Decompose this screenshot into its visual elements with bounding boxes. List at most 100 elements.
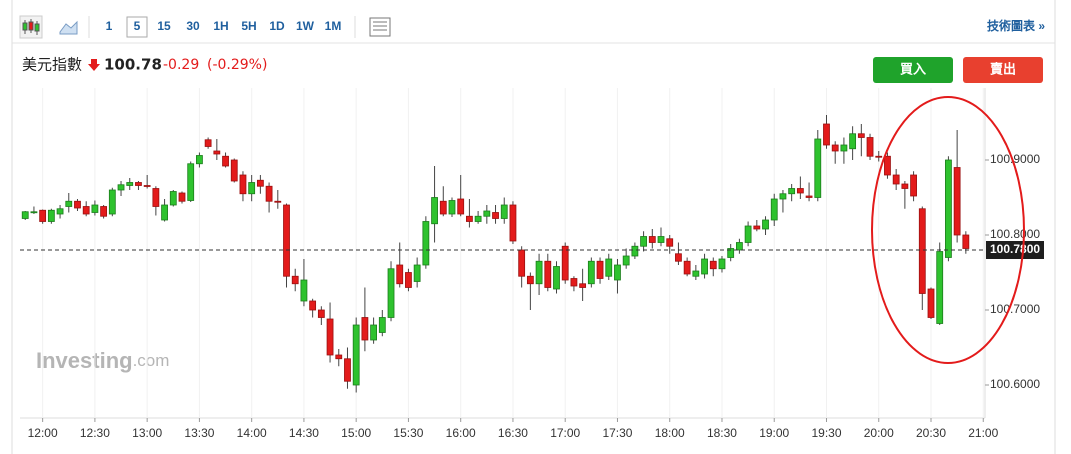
x-tick-label: 20:00: [864, 426, 894, 440]
candle-body: [230, 159, 238, 182]
candle-body: [161, 204, 168, 221]
candle-body: [178, 192, 186, 202]
candle-body: [265, 185, 273, 202]
watermark-brand: Investing: [36, 348, 133, 373]
x-tick-label: 16:00: [446, 426, 476, 440]
candle-body: [387, 268, 395, 318]
candle-body: [526, 275, 534, 285]
candle-body: [457, 198, 465, 215]
candle-body: [535, 260, 543, 285]
selected-interval-box[interactable]: [126, 16, 148, 38]
candle-body: [326, 318, 334, 356]
candle-body: [152, 188, 160, 207]
candle-body: [910, 174, 917, 197]
candle-body: [492, 212, 499, 219]
candle-body: [483, 210, 491, 217]
technical-chart-link[interactable]: 技術圖表 »: [987, 18, 1045, 33]
down-arrow: [88, 59, 100, 71]
candle-body: [857, 133, 865, 138]
buy-label[interactable]: 買入: [900, 63, 926, 78]
candle-body: [187, 163, 195, 201]
y-tick-label: 100.7000: [990, 302, 1040, 316]
last-price-label: 100.7800: [990, 242, 1040, 256]
candle-body: [727, 248, 735, 258]
x-tick-label: 12:30: [80, 426, 110, 440]
x-tick-label: 17:30: [602, 426, 632, 440]
candle-body: [274, 200, 282, 203]
candle-body: [701, 258, 708, 275]
interval-option[interactable]: 1H: [213, 19, 228, 33]
interval-option[interactable]: 1D: [269, 19, 285, 33]
candle-body: [553, 266, 560, 290]
change-percent: (-0.29%): [207, 57, 267, 73]
candle-body: [901, 183, 909, 189]
plot: 100.6000 100.7000 100.8000 100.9000 12:00 12:…: [20, 88, 1044, 440]
candle-body: [413, 264, 421, 282]
candle-body: [718, 258, 726, 270]
candle-body: [762, 219, 769, 230]
interval-option[interactable]: 30: [186, 19, 200, 33]
candle-body: [927, 288, 935, 318]
candle-body: [352, 324, 360, 386]
interval-option[interactable]: 5: [134, 19, 141, 33]
candle-body: [866, 137, 874, 157]
x-tick-label: 17:00: [550, 426, 580, 440]
candle-body: [587, 260, 595, 285]
candle-body: [962, 234, 970, 249]
candle-body: [309, 300, 317, 311]
candle-body: [631, 245, 639, 257]
interval-option[interactable]: 1M: [325, 19, 342, 33]
candle-body: [300, 279, 308, 302]
candle-body: [735, 242, 743, 251]
candle-body: [396, 264, 404, 285]
line-icon[interactable]: [59, 20, 78, 35]
buy-button[interactable]: [873, 57, 953, 83]
candle-body: [213, 150, 221, 155]
x-tick-label: 21:00: [968, 426, 998, 440]
last-price-box: [986, 241, 1044, 259]
watermark-suffix: .com: [133, 351, 170, 370]
candle-body: [126, 182, 134, 186]
candle-body: [666, 238, 674, 247]
sell-label[interactable]: 賣出: [990, 62, 1016, 78]
candle-body: [117, 184, 125, 191]
instrument-name: 美元指數: [22, 56, 82, 74]
candle-body: [239, 174, 247, 195]
candle-body: [788, 188, 796, 195]
candle-body: [622, 255, 630, 266]
candle-body: [56, 208, 64, 215]
candle-body: [770, 198, 778, 221]
x-tick-label: 20:30: [916, 426, 946, 440]
candle-body: [143, 185, 151, 187]
candle-body: [39, 209, 47, 222]
candle-body: [814, 138, 822, 198]
candle-icon[interactable]: [19, 15, 43, 39]
interval-option[interactable]: 1: [106, 19, 113, 33]
candle-body: [805, 195, 813, 198]
x-tick-label: 14:00: [237, 426, 267, 440]
candle-body: [248, 182, 256, 195]
candle-body: [291, 275, 299, 285]
candle-body: [47, 209, 55, 222]
sell-button[interactable]: [963, 57, 1043, 83]
candle-body: [169, 191, 177, 206]
x-tick-label: 19:00: [759, 426, 789, 440]
candle-body: [21, 211, 29, 219]
candle-body: [675, 253, 682, 262]
candle-body: [108, 189, 116, 215]
price: 100.78: [104, 56, 162, 74]
interval-option[interactable]: 5H: [241, 19, 256, 33]
candle-body: [222, 155, 229, 167]
interval-option[interactable]: 15: [157, 19, 171, 33]
y-tick-label: 100.8000: [990, 227, 1040, 241]
candle-body: [135, 182, 142, 186]
interval-option[interactable]: 1W: [296, 19, 315, 33]
x-tick-label: 12:00: [28, 426, 58, 440]
table-icon[interactable]: [369, 17, 391, 37]
candle-body: [204, 139, 212, 147]
x-tick-label: 15:00: [341, 426, 371, 440]
candle-body: [74, 200, 81, 209]
change: -0.29: [163, 57, 199, 73]
candle-body: [65, 200, 73, 207]
